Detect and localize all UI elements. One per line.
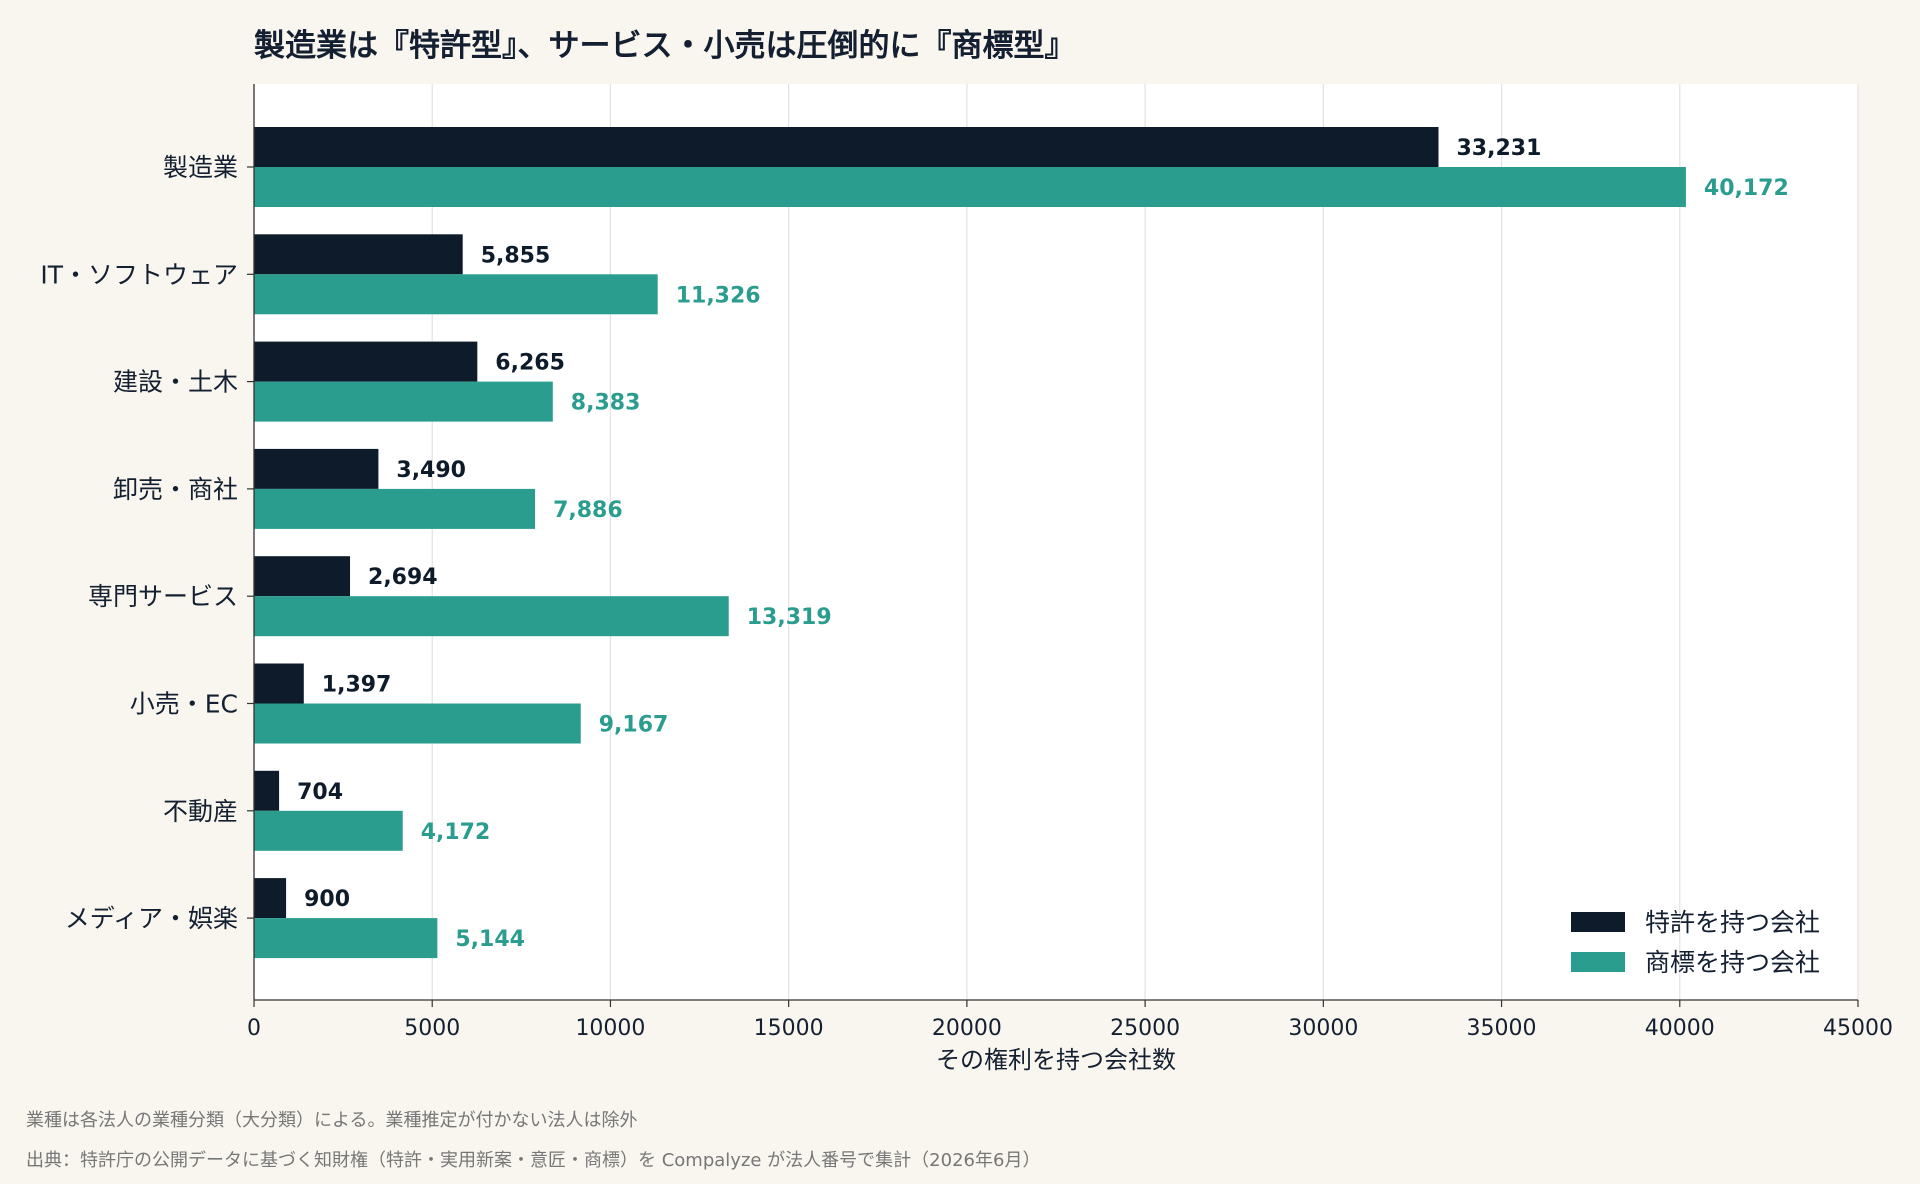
bar [254, 556, 351, 597]
bar [254, 596, 729, 637]
bar-value-label: 8,383 [571, 391, 641, 416]
bar [254, 167, 1686, 207]
category-label: 専門サービス [88, 582, 238, 611]
x-tick-label: 15000 [754, 1016, 824, 1041]
bar [254, 663, 304, 704]
footnote: 業種は各法人の業種分類（大分類）による。業種推定が付かない法人は除外 [26, 1110, 638, 1131]
legend-label: 特許を持つ会社 [1645, 908, 1820, 937]
bar-value-label: 1,397 [322, 673, 392, 698]
bar [254, 488, 536, 529]
source-note: 出典：特許庁の公開データに基づく知財権（特許・実用新案・意匠・商標）を Comp… [26, 1150, 1041, 1171]
bar-value-label: 9,167 [599, 713, 669, 738]
bar-value-label: 5,855 [481, 243, 551, 268]
bar [254, 234, 463, 275]
category-label: IT・ソフトウェア [40, 260, 238, 289]
x-tick-label: 35000 [1467, 1016, 1537, 1041]
bar-value-label: 7,886 [553, 498, 623, 523]
x-axis-label: その権利を持つ会社数 [936, 1046, 1176, 1074]
bar [254, 274, 658, 315]
bar [254, 341, 478, 382]
category-label: 不動産 [163, 797, 238, 826]
bar-value-label: 2,694 [368, 565, 438, 590]
bar-value-label: 900 [304, 887, 350, 912]
bar [254, 810, 403, 851]
category-label: 小売・EC [130, 690, 238, 719]
x-tick-label: 25000 [1110, 1016, 1180, 1041]
x-tick-label: 5000 [404, 1016, 460, 1041]
x-tick-label: 40000 [1645, 1016, 1715, 1041]
bar-value-label: 11,326 [676, 283, 761, 308]
bar [254, 703, 581, 744]
x-tick-label: 0 [247, 1016, 261, 1041]
bar-value-label: 3,490 [396, 458, 466, 483]
bar-value-label: 5,144 [455, 927, 525, 952]
plot-area [254, 84, 1858, 1000]
bar [254, 448, 379, 489]
x-axis-ticks: 0 5000 10000 15000 20000 25000 30000 35000 40000… [247, 1000, 1893, 1041]
bar-value-label: 4,172 [421, 820, 491, 845]
bar-value-label: 704 [297, 780, 343, 805]
category-label: 卸売・商社 [113, 475, 238, 504]
bar [254, 381, 553, 422]
bar [254, 770, 280, 811]
bar [254, 127, 1439, 167]
bar-value-label: 40,172 [1704, 176, 1789, 201]
bar [254, 878, 287, 919]
category-label: 製造業 [163, 153, 238, 182]
x-tick-label: 45000 [1823, 1016, 1893, 1041]
bars [254, 127, 1686, 959]
x-tick-label: 20000 [932, 1016, 1002, 1041]
category-label: メディア・娯楽 [65, 904, 238, 933]
bar-value-label: 6,265 [495, 351, 565, 376]
x-tick-label: 30000 [1288, 1016, 1358, 1041]
category-label: 建設・土木 [113, 368, 238, 397]
bar-value-label: 13,319 [747, 605, 832, 630]
legend-label: 商標を持つ会社 [1645, 948, 1820, 977]
bar-value-label: 33,231 [1457, 136, 1542, 161]
legend-swatch [1571, 912, 1625, 932]
x-tick-label: 10000 [575, 1016, 645, 1041]
bar [254, 918, 438, 959]
legend-swatch [1571, 952, 1625, 972]
chart-title: 製造業は『特許型』、サービス・小売は圧倒的に『商標型』 [254, 28, 1076, 64]
